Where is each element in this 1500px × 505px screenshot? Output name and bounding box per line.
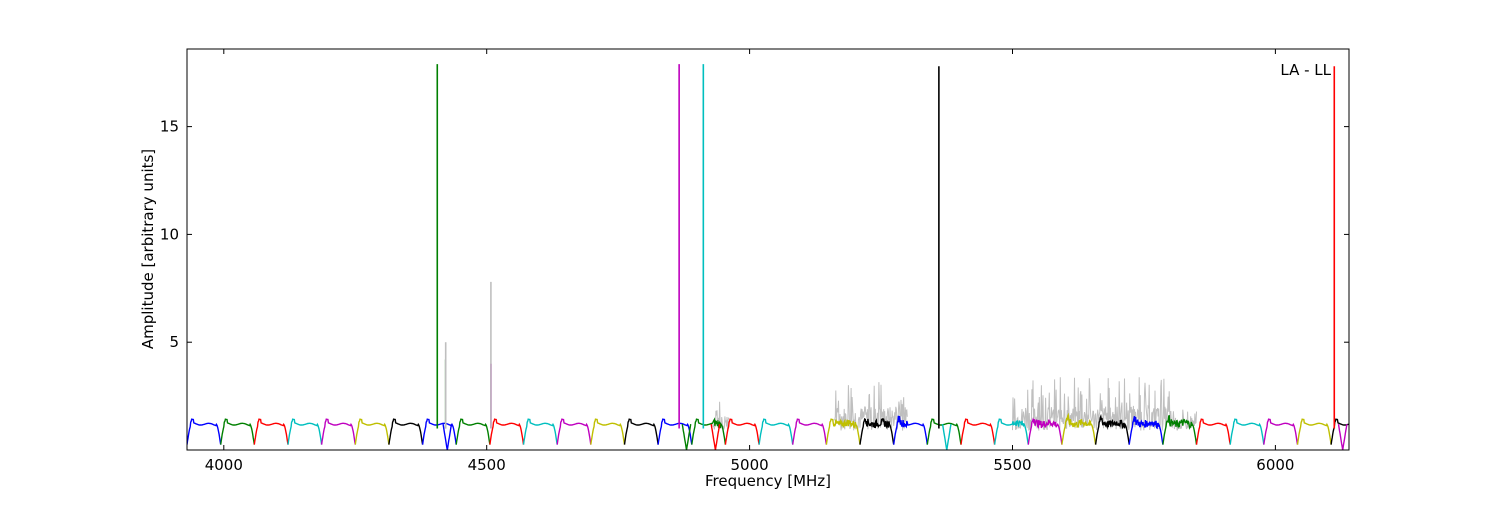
dip-0	[442, 423, 453, 450]
subband-curve-9	[489, 418, 525, 445]
subband-curve-28	[1128, 416, 1164, 445]
dip-4	[1337, 423, 1348, 450]
subband-curve-16	[724, 418, 760, 445]
tick-layer: 4000 4500 5000 5500 6000 5 10 15	[160, 49, 1349, 474]
subband-curve-4	[320, 418, 356, 445]
subband-curve-2	[253, 418, 289, 445]
subband-curve-10	[522, 418, 558, 445]
y-tick-label-2: 15	[160, 118, 179, 136]
x-tick-label-0: 4000	[205, 456, 243, 474]
subband-curve-22	[926, 418, 962, 445]
dip-1	[681, 423, 692, 450]
x-tick-label-4: 6000	[1256, 456, 1294, 474]
subband-curve-17	[758, 418, 794, 445]
y-tick-label-1: 10	[160, 225, 179, 243]
x-tick-label-2: 5000	[731, 456, 769, 474]
y-tick-label-0: 5	[169, 333, 179, 351]
subband-curve-11	[556, 418, 592, 445]
y-axis-label: Amplitude [arbitrary units]	[139, 149, 157, 349]
subband-curve-29	[1162, 414, 1198, 445]
subband-curve-7	[421, 418, 457, 445]
series-layer	[187, 377, 1349, 450]
subband-curve-26	[1061, 412, 1097, 445]
subband-curve-12	[590, 418, 626, 445]
subband-curve-15	[691, 417, 727, 445]
subband-curve-34	[1330, 418, 1349, 445]
subband-curve-6	[388, 418, 424, 445]
subband-curve-19	[825, 418, 861, 445]
subband-curve-13	[623, 418, 659, 445]
subband-curve-14	[657, 418, 693, 445]
spike-layer	[436, 64, 1336, 429]
subband-curve-33	[1296, 418, 1332, 445]
subband-curve-0	[187, 418, 222, 445]
subband-curve-32	[1263, 418, 1299, 445]
background-noise-0	[712, 401, 730, 430]
subband-curve-5	[354, 418, 390, 445]
dip-2	[710, 423, 721, 450]
subband-curve-3	[287, 418, 323, 445]
subband-curve-30	[1195, 418, 1231, 445]
background-noise-2	[1012, 377, 1197, 431]
plot-frame	[186, 48, 1350, 451]
subband-curve-18	[792, 418, 828, 445]
panel-annotation: LA - LL	[1280, 61, 1331, 79]
subband-curve-21	[893, 415, 928, 445]
subband-curve-24	[993, 418, 1029, 445]
subband-curve-8	[455, 418, 491, 445]
subband-curve-1	[220, 418, 255, 445]
subband-curve-27	[1094, 413, 1130, 445]
x-axis-label: Frequency [MHz]	[705, 472, 831, 490]
subband-curve-23	[960, 418, 996, 445]
x-tick-label-1: 4500	[468, 456, 506, 474]
subband-curve-31	[1229, 418, 1265, 445]
dip-3	[941, 423, 952, 450]
x-tick-label-3: 5500	[993, 456, 1031, 474]
subband-curve-25	[1027, 417, 1063, 445]
subband-curve-20	[859, 417, 895, 445]
background-noise-1	[833, 382, 908, 431]
